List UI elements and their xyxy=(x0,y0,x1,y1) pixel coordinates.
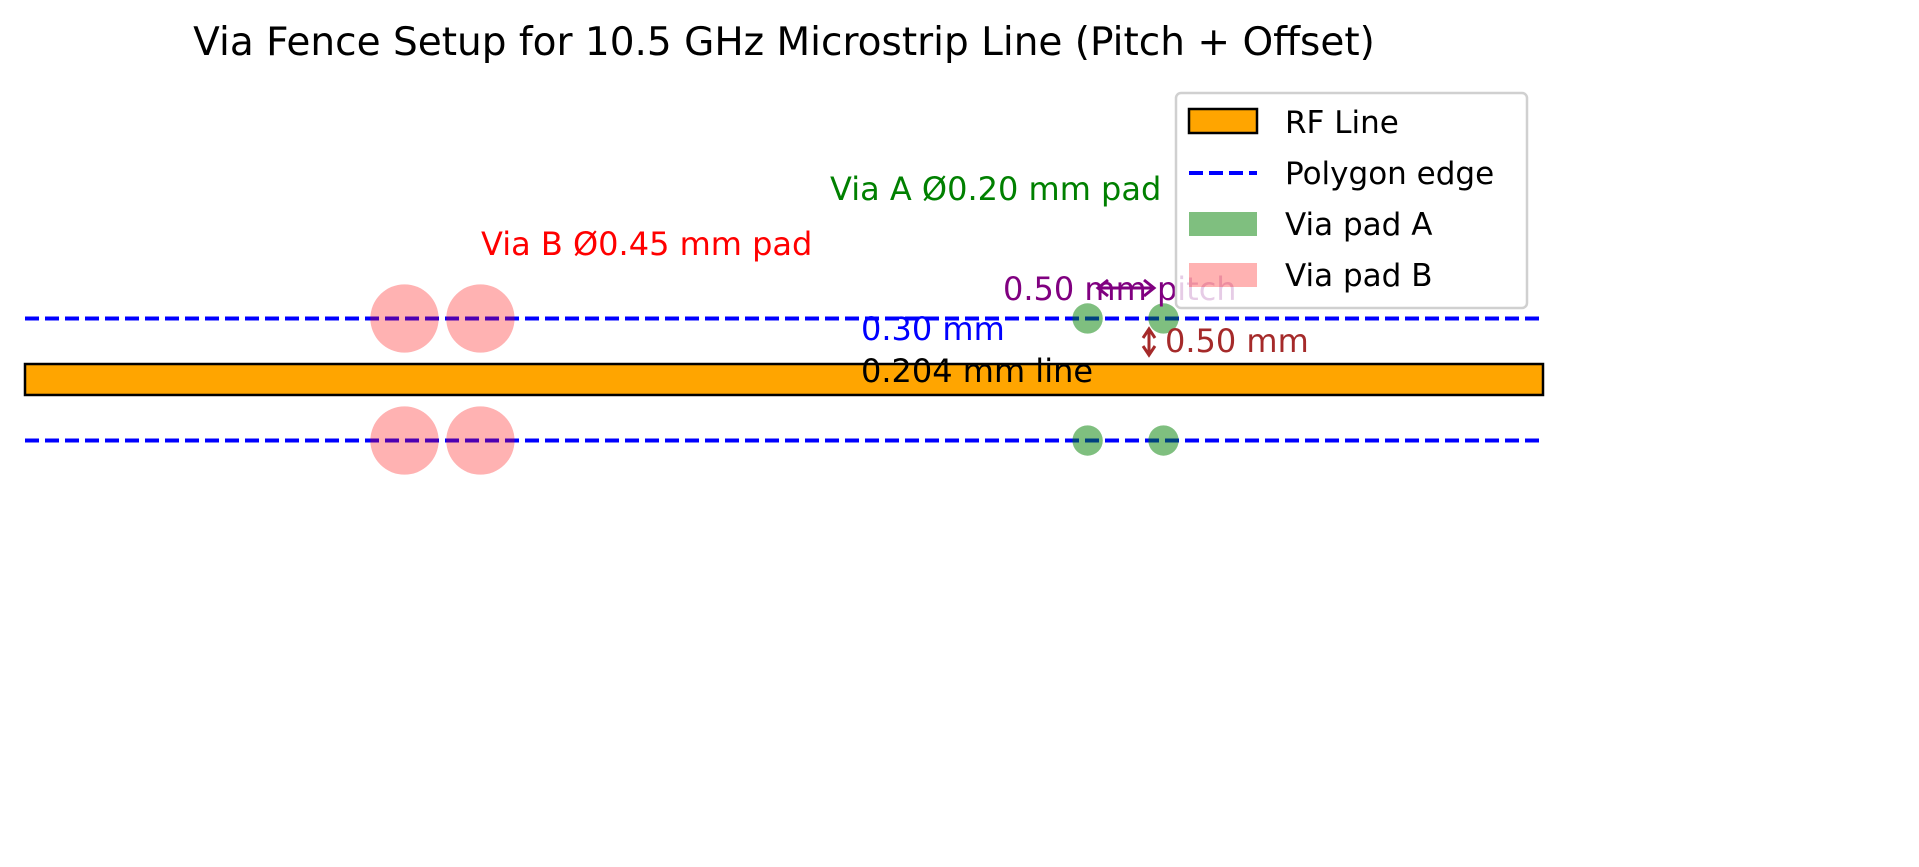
legend-label-via-b: Via pad B xyxy=(1285,258,1432,294)
legend-swatch-via-a xyxy=(1189,212,1257,236)
via-a-label: Via A Ø0.20 mm pad xyxy=(830,170,1161,208)
via-pad-a xyxy=(1148,303,1179,334)
offset-label: 0.30 mm xyxy=(861,310,1005,348)
via-pad-a xyxy=(1072,425,1103,456)
pitch-arrow xyxy=(1095,278,1157,298)
via-pad-b xyxy=(370,406,439,475)
via-pad-b xyxy=(446,284,515,353)
via-pad-b xyxy=(370,284,439,353)
rf-line xyxy=(23,362,1545,397)
legend-label-rf-line: RF Line xyxy=(1285,105,1399,141)
pad-spacing-label: 0.50 mm xyxy=(1165,322,1309,360)
via-b-label: Via B Ø0.45 mm pad xyxy=(481,225,812,263)
legend-frame xyxy=(1174,91,1529,310)
legend: RF Line Polygon edge Via pad A Via pad B xyxy=(1174,91,1529,310)
via-pad-a xyxy=(1148,425,1179,456)
via-pad-a xyxy=(1072,303,1103,334)
line-width-label: 0.204 mm line xyxy=(861,352,1093,390)
legend-swatch-via-b xyxy=(1189,263,1257,287)
legend-swatch-rf-line xyxy=(1187,107,1259,135)
legend-label-polygon-edge: Polygon edge xyxy=(1285,156,1494,192)
offset-arrow xyxy=(1141,326,1157,358)
legend-label-via-a: Via pad A xyxy=(1285,207,1432,243)
diagram-title: Via Fence Setup for 10.5 GHz Microstrip … xyxy=(193,20,1375,65)
via-pad-b xyxy=(446,406,515,475)
